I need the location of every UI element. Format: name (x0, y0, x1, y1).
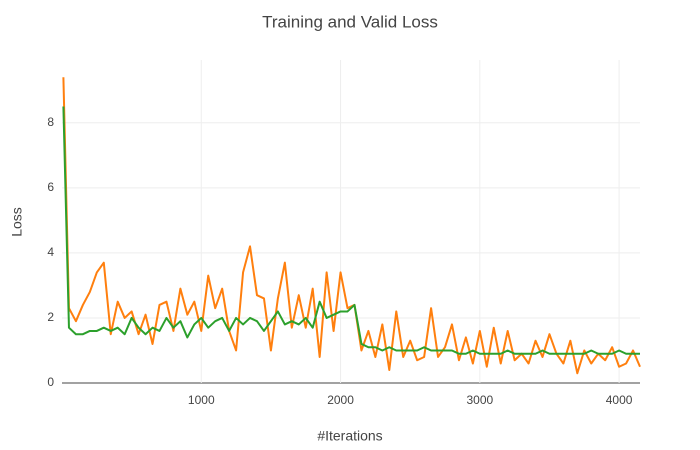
chart-title: Training and Valid Loss (262, 12, 438, 31)
y-tick-label: 0 (47, 375, 54, 389)
y-tick-label: 6 (47, 180, 54, 194)
x-tick-label: 1000 (188, 393, 215, 407)
x-tick-label: 2000 (327, 393, 354, 407)
x-axis-title: #Iterations (317, 428, 382, 444)
y-axis-title: Loss (9, 207, 25, 237)
x-tick-label: 4000 (606, 393, 633, 407)
y-tick-label: 8 (47, 115, 54, 129)
x-tick-label: 3000 (466, 393, 493, 407)
y-tick-label: 2 (47, 310, 54, 324)
line-series (62, 77, 641, 375)
y-tick-label: 4 (47, 245, 54, 259)
line-series (62, 106, 640, 355)
